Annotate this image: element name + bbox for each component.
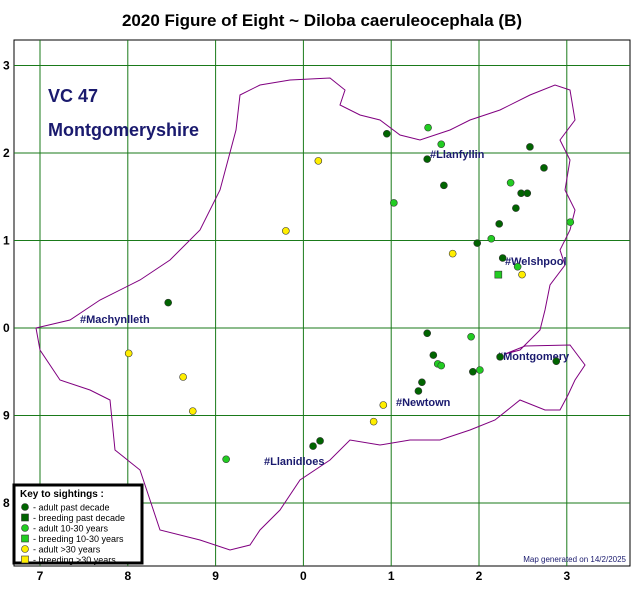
key-box bbox=[12, 483, 144, 565]
sighting-dot bbox=[379, 401, 388, 409]
grid-y-label: 2 bbox=[3, 146, 10, 160]
grid-x-label: 0 bbox=[300, 569, 307, 583]
sighting-dot bbox=[124, 349, 133, 358]
key-entry: - adult >30 years bbox=[33, 545, 101, 555]
grid-x-label: 7 bbox=[37, 569, 44, 583]
sighting-dot bbox=[469, 367, 477, 376]
sighting-dot bbox=[164, 298, 172, 307]
sighting-dot bbox=[21, 545, 29, 553]
sighting-dot bbox=[448, 249, 457, 258]
grid-y-label: 9 bbox=[3, 409, 10, 423]
sighting-dot bbox=[552, 357, 561, 366]
sighting-square bbox=[21, 534, 29, 543]
sighting-dot bbox=[423, 329, 431, 338]
sighting-dot bbox=[540, 164, 548, 172]
sighting-dot bbox=[429, 351, 438, 359]
sighting-square bbox=[21, 555, 29, 564]
sighting-dot bbox=[526, 143, 534, 151]
sighting-square bbox=[494, 270, 503, 279]
sighting-dot bbox=[523, 189, 532, 198]
sighting-dot bbox=[513, 262, 522, 271]
place-label: #Newtown bbox=[396, 397, 451, 409]
sighting-dot bbox=[309, 442, 317, 450]
region-code: VC 47 bbox=[48, 86, 98, 106]
sighting-dot bbox=[222, 455, 230, 464]
grid-x-label: 8 bbox=[124, 569, 131, 583]
place-label: #Llanidloes bbox=[264, 456, 325, 468]
grid-x-label: 2 bbox=[476, 569, 483, 583]
key-entry: - breeding 10-30 years bbox=[33, 534, 124, 544]
grid-x-label: 9 bbox=[212, 569, 219, 583]
key-entry: - adult past decade bbox=[33, 503, 110, 513]
sighting-dot bbox=[316, 437, 324, 445]
sighting-dot bbox=[383, 129, 391, 138]
sighting-dot bbox=[424, 123, 432, 132]
sighting-dot bbox=[498, 254, 507, 262]
sighting-dot bbox=[314, 157, 323, 165]
sighting-dot bbox=[440, 181, 448, 190]
sighting-dot bbox=[414, 387, 423, 395]
sighting-dot bbox=[418, 378, 426, 387]
sighting-dot bbox=[495, 220, 503, 228]
sighting-dot bbox=[496, 353, 504, 361]
sighting-dot bbox=[476, 366, 484, 374]
sighting-dot bbox=[506, 178, 515, 187]
region-name: Montgomeryshire bbox=[48, 120, 199, 140]
grid-y-label: 0 bbox=[3, 321, 10, 335]
key-title: Key to sightings : bbox=[20, 489, 104, 500]
place-label: #Montgomery bbox=[497, 351, 570, 363]
key-entry: - breeding >30 years bbox=[33, 555, 116, 565]
place-label: #Llanfyllin bbox=[430, 149, 485, 161]
county-boundary bbox=[35, 77, 586, 551]
sighting-square bbox=[21, 513, 29, 522]
grid-x-label: 1 bbox=[388, 569, 395, 583]
sighting-dot bbox=[21, 524, 29, 532]
sighting-dot bbox=[487, 234, 496, 243]
sighting-dot bbox=[21, 503, 29, 511]
sighting-dot bbox=[390, 199, 398, 207]
place-label: #Machynlleth bbox=[80, 314, 150, 326]
sighting-dot bbox=[188, 407, 197, 415]
sighting-dot bbox=[282, 227, 290, 235]
sighting-dot bbox=[467, 332, 475, 341]
sighting-dot bbox=[512, 204, 520, 212]
sighting-dot bbox=[473, 239, 482, 247]
sighting-dot bbox=[518, 270, 526, 279]
sighting-dot bbox=[369, 417, 378, 426]
frame bbox=[13, 39, 631, 567]
sighting-dot bbox=[566, 218, 575, 226]
key-entry: - adult 10-30 years bbox=[33, 524, 109, 534]
sighting-dot bbox=[437, 361, 446, 370]
grid-y-label: 8 bbox=[3, 496, 10, 510]
grid-y-label: 3 bbox=[3, 59, 10, 73]
title: 2020 Figure of Eight ~ Diloba caeruleoce… bbox=[122, 11, 522, 30]
grid-x-label: 3 bbox=[563, 569, 570, 583]
sighting-dot bbox=[437, 140, 446, 149]
grid-y-label: 1 bbox=[3, 234, 10, 248]
key-entry: - breeding past decade bbox=[33, 513, 125, 523]
sighting-dot bbox=[423, 155, 431, 163]
sighting-dot bbox=[179, 373, 187, 381]
footer: Map generated on 14/2/2025 bbox=[523, 555, 626, 564]
